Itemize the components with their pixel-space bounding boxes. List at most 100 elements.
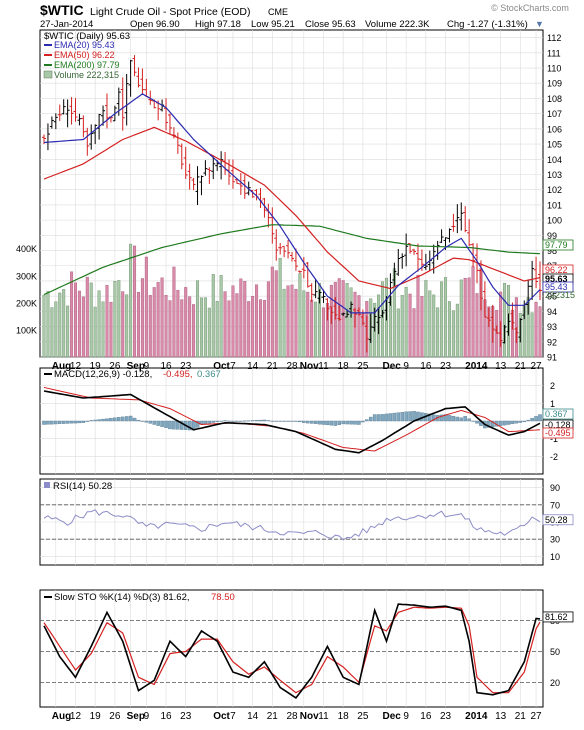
- volume-bar: [471, 266, 475, 358]
- volume-tick-label: 200K: [16, 298, 37, 308]
- legend-ema200: EMA(200) 97.79: [54, 60, 120, 70]
- macd-histogram-bar: [313, 420, 318, 424]
- day-label: 25: [357, 361, 369, 372]
- volume-bar: [321, 307, 325, 358]
- macd-histogram-bar: [538, 414, 542, 422]
- macd-histogram-bar: [353, 420, 357, 425]
- legend-volume: Volume 222,315: [54, 70, 119, 80]
- volume-bar: [310, 299, 314, 358]
- legend-main: $WTIC (Daily) 95.63: [44, 31, 130, 42]
- day-label-bottom: 14: [247, 711, 259, 722]
- macd-histogram-bar: [459, 417, 464, 422]
- price-tick-label: 92: [547, 337, 557, 347]
- volume-bar: [451, 310, 455, 358]
- price-tick-label: 108: [547, 94, 562, 104]
- price-tick-label: 99: [547, 231, 557, 241]
- volume-bar: [404, 287, 408, 358]
- macd-histogram-bar: [274, 420, 279, 422]
- volume-bar: [215, 301, 219, 358]
- volume-bar: [302, 290, 306, 358]
- volume-bar: [129, 243, 133, 358]
- volume-bar: [105, 285, 109, 358]
- macd-histogram-bar: [487, 420, 491, 428]
- sto-value-tag: [542, 611, 574, 623]
- month-label-bottom: Nov: [300, 711, 319, 722]
- macd-value-tag: [542, 408, 574, 420]
- macd-histogram-bar: [447, 415, 452, 422]
- day-label-bottom: 25: [357, 711, 369, 722]
- macd-histogram-bar: [502, 420, 507, 426]
- volume-bar: [97, 290, 101, 358]
- volume-bar: [101, 301, 105, 358]
- macd-histogram-bar: [380, 414, 385, 422]
- macd-histogram-bar: [168, 420, 172, 430]
- day-label: 16: [160, 361, 172, 372]
- volume-bar: [180, 299, 184, 358]
- macd-histogram-bar: [203, 420, 208, 425]
- volume-bar: [314, 301, 318, 358]
- symbol: $WTIC: [40, 2, 84, 18]
- macd-histogram-bar: [61, 420, 66, 424]
- volume-bar: [436, 307, 440, 358]
- macd-histogram-bar: [506, 420, 511, 425]
- macd-tick-label: 1: [550, 399, 555, 409]
- day-label: 21: [267, 361, 279, 372]
- ema200-line: [43, 224, 541, 296]
- volume-bar: [416, 274, 420, 358]
- legend-ema20: EMA(20) 95.43: [54, 40, 115, 50]
- change-dropdown-icon[interactable]: ▼: [535, 19, 544, 29]
- volume-bar: [247, 301, 251, 358]
- sto-legend: Slow STO %K(14) %D(3) 81.62, 78.50: [44, 592, 235, 603]
- macd-histogram-bar: [105, 418, 109, 422]
- rsi-value-tag: [542, 514, 574, 526]
- macd-histogram-bar: [471, 420, 475, 422]
- rsi-value-label: 50.28: [545, 515, 568, 525]
- volume-bar: [444, 277, 448, 358]
- day-label: 9: [144, 361, 150, 372]
- volume-bar: [298, 273, 302, 358]
- volume-bar: [140, 278, 144, 358]
- macd-histogram-bar: [534, 416, 538, 422]
- macd-histogram-bar: [321, 420, 326, 425]
- macd-histogram-bar: [117, 417, 121, 422]
- volume-bar: [62, 289, 66, 358]
- macd-histogram-bar: [443, 414, 448, 422]
- macd-histogram-bar: [69, 420, 74, 424]
- macd-histogram-bar: [475, 420, 479, 424]
- volume-bar: [113, 281, 117, 358]
- price-tick-label: 104: [547, 155, 562, 165]
- macd-histogram-bar: [160, 420, 164, 427]
- volume-bar: [50, 307, 54, 358]
- volume-bar: [176, 289, 180, 358]
- macd-histogram-bar: [219, 420, 223, 422]
- volume-tick-label: 300K: [16, 271, 37, 281]
- macd-histogram-bar: [243, 420, 247, 422]
- day-label-bottom: 9: [403, 711, 409, 722]
- macd-histogram-bar: [144, 420, 149, 423]
- macd-histogram-bar: [254, 420, 259, 422]
- macd-histogram-bar: [50, 420, 54, 425]
- macd-histogram-bar: [246, 420, 251, 422]
- volume-bar: [168, 300, 172, 358]
- month-label-bottom: 2014: [465, 711, 488, 722]
- volume-bar: [420, 296, 424, 358]
- volume-bar: [58, 292, 62, 358]
- macd-histogram-bar: [258, 419, 263, 422]
- macd-histogram-bar: [65, 420, 70, 424]
- macd-histogram-bar: [298, 420, 302, 423]
- day-label: 19: [90, 361, 102, 372]
- macd-value-label: -0.495: [545, 428, 571, 438]
- volume-bar: [199, 297, 203, 358]
- macd-histogram-bar: [530, 418, 534, 422]
- volume-bar: [231, 285, 235, 358]
- volume-bar: [125, 294, 129, 358]
- rsi-tick-label: 90: [550, 483, 560, 493]
- day-label-bottom: 23: [180, 711, 192, 722]
- volume-tick-label: 100K: [16, 325, 37, 335]
- price-tick-label: 103: [547, 170, 562, 180]
- volume-bar: [459, 279, 463, 358]
- macd-histogram-bar: [124, 416, 129, 422]
- macd-tick-label: 2: [550, 381, 555, 391]
- volume-bar: [259, 299, 263, 358]
- rsi-legend: RSI(14) 50.28: [44, 481, 112, 492]
